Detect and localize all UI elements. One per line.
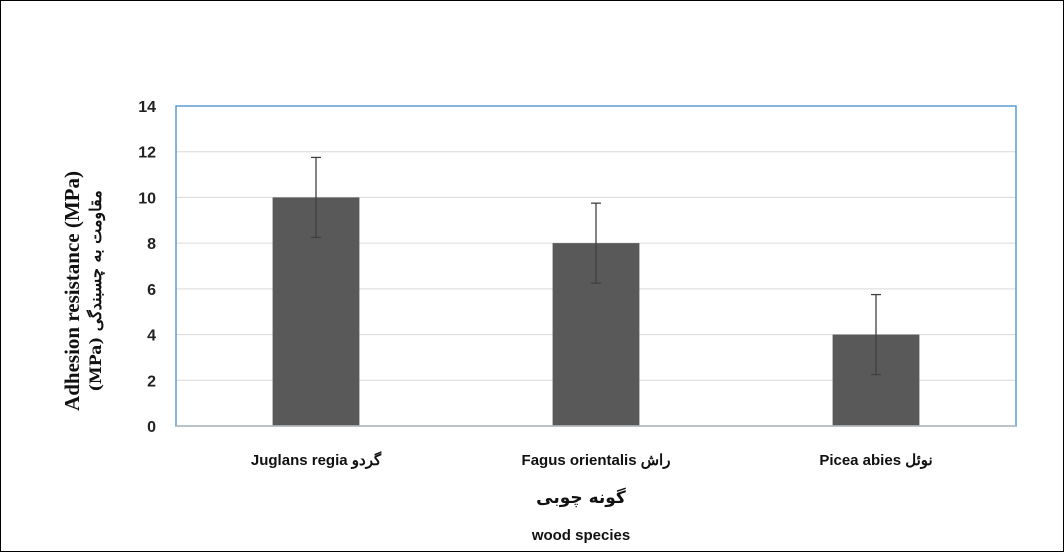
y-tick-label: 10 (138, 190, 156, 207)
y-tick-label: 6 (147, 282, 156, 299)
x-category-label: Picea abies نوئل (819, 452, 932, 469)
x-axis-title-english: wood species (531, 527, 630, 544)
y-tick-labels: 0 2 4 6 8 10 12 14 (138, 99, 156, 436)
y-axis-title-english: Adhesion resistance (MPa) (60, 171, 84, 411)
x-category-label: Juglans regia گردو (251, 451, 382, 469)
x-category-labels: Juglans regia گردو Fagus orientalis راش Pi… (251, 451, 933, 469)
y-tick-label: 14 (138, 99, 156, 116)
y-tick-label: 0 (147, 419, 156, 436)
error-bars-group (311, 156, 881, 376)
y-tick-label: 4 (147, 328, 156, 345)
y-tick-label: 2 (147, 373, 156, 390)
x-axis-title-persian: گونه چوبی (536, 487, 626, 508)
y-tick-label: 8 (147, 236, 156, 253)
y-axis-title-persian: مقاومت به چسبندگی (MPa) (86, 190, 106, 391)
y-tick-label: 12 (138, 145, 156, 162)
x-category-label: Fagus orientalis راش (522, 452, 671, 469)
